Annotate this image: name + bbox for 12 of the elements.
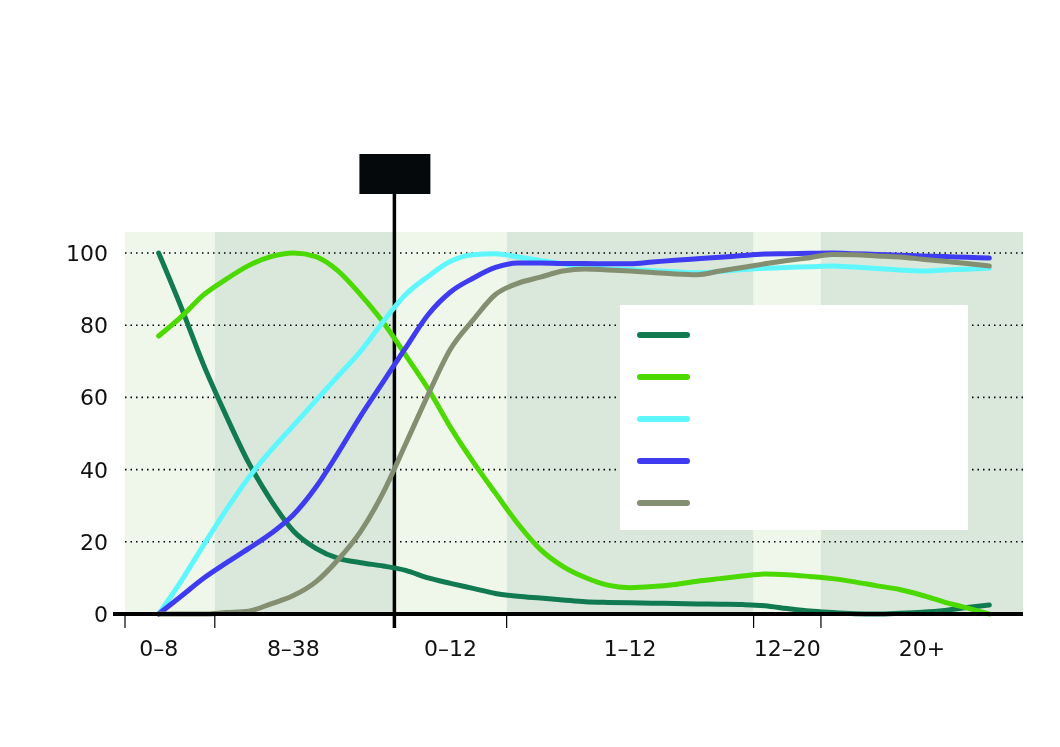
y-tick-label: 0 [94, 602, 108, 627]
y-tick-label: 40 [80, 457, 108, 483]
x-tick-label: 0–12 [424, 636, 478, 661]
y-tick-label: 100 [66, 241, 108, 266]
y-tick-label: 20 [80, 529, 108, 555]
x-tick-label: 0–8 [139, 636, 179, 661]
x-tick-label: 1–12 [603, 636, 657, 661]
x-tick-label: 8–38 [266, 636, 320, 661]
y-tick-label: 60 [80, 385, 108, 411]
y-tick-label: 80 [80, 313, 108, 339]
x-tick-label: 20+ [898, 636, 946, 661]
x-tick-label: 12–20 [753, 636, 821, 661]
